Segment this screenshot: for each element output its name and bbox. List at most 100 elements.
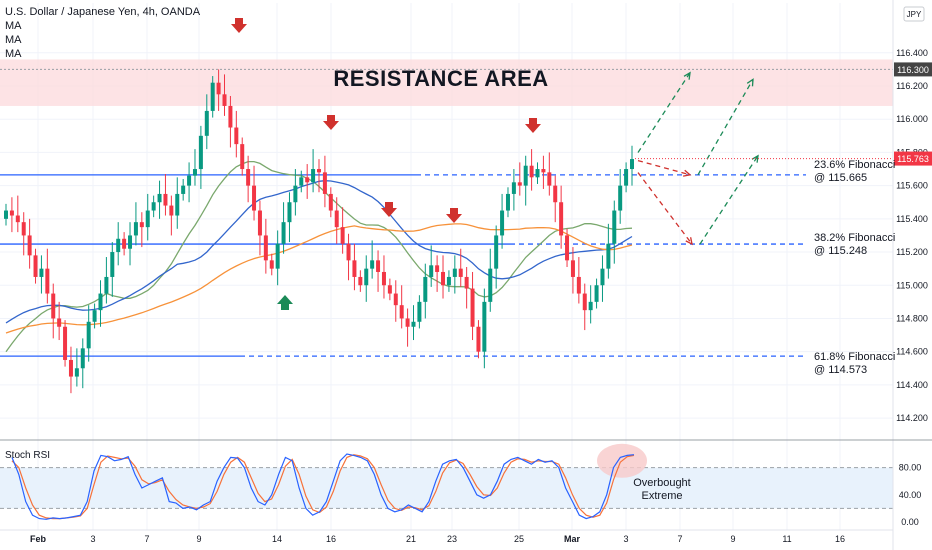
time-tick-label: Mar	[564, 534, 581, 544]
candle-body	[411, 321, 416, 327]
candle-body	[92, 310, 97, 322]
candle-body	[535, 169, 540, 178]
candle-body	[322, 172, 327, 194]
time-tick-label: 16	[326, 534, 336, 544]
candle-body	[500, 210, 505, 236]
price-tick-label: 114.600	[896, 347, 928, 357]
candle-body	[145, 210, 150, 228]
candle-body	[370, 260, 375, 269]
candle-body	[488, 268, 493, 302]
candle-body	[74, 368, 79, 377]
candle-body	[151, 202, 156, 211]
time-tick-label: 14	[272, 534, 282, 544]
fib236-value: @ 115.665	[814, 172, 867, 184]
candle-body	[15, 215, 20, 223]
candle-body	[281, 222, 286, 244]
time-tick-label: 9	[730, 534, 735, 544]
rsi-tick-label: 40.00	[899, 490, 922, 500]
candle-body	[192, 169, 197, 176]
candle-body	[340, 227, 345, 244]
candle-body	[21, 222, 26, 236]
time-tick-label: 16	[835, 534, 845, 544]
candle-body	[187, 175, 192, 186]
candle-body	[163, 193, 168, 206]
candle-body	[446, 276, 451, 286]
candle-body	[51, 293, 56, 319]
stoch-rsi-panel: 0.00 40.00 80.00	[0, 443, 922, 527]
currency-button[interactable]	[903, 6, 925, 22]
candle-body	[68, 359, 73, 377]
candle-body	[122, 238, 127, 249]
candle-body	[387, 285, 392, 294]
candles	[4, 69, 634, 394]
candle-body	[210, 82, 215, 111]
candle-body	[27, 235, 32, 256]
fib382-label: 38.2% Fibonacci	[814, 232, 895, 244]
candle-body	[588, 301, 593, 311]
projection-up-c-head	[751, 154, 759, 163]
candle-body	[269, 260, 274, 269]
candle-body	[464, 276, 469, 289]
candle-body	[252, 185, 257, 211]
candle-body	[222, 94, 227, 106]
candle-body	[287, 202, 292, 223]
price-tick-label: 115.200	[896, 247, 928, 257]
sell-arrow	[525, 118, 541, 133]
time-tick-label: 7	[144, 534, 149, 544]
candle-body	[216, 82, 221, 95]
candle-body	[559, 202, 564, 236]
indicator-ma-2[interactable]: MA	[5, 34, 22, 46]
candle-body	[511, 182, 516, 194]
candle-body	[399, 305, 404, 319]
rsi-k-line	[11, 453, 635, 520]
price-tick-label: 115.400	[896, 214, 928, 224]
candle-body	[358, 276, 363, 286]
overbought-label: Overbought	[633, 477, 690, 489]
candle-body	[494, 235, 499, 269]
candle-body	[553, 185, 558, 203]
price-tick-label: 116.200	[896, 81, 928, 91]
buy-arrow	[277, 295, 293, 310]
fib236-label: 23.6% Fibonacci	[814, 159, 895, 171]
candle-body	[328, 193, 333, 211]
sell-arrow	[231, 18, 247, 33]
candle-body	[98, 293, 103, 311]
candle-body	[517, 182, 522, 186]
rsi-title: Stoch RSI	[5, 450, 50, 461]
candle-body	[505, 193, 510, 211]
candle-body	[9, 210, 14, 216]
time-axis: Feb 3 7 9 14 16 21 23 25 Mar 3 7 9 11 16	[0, 529, 893, 544]
candle-body	[458, 268, 463, 277]
time-tick-label: 11	[782, 534, 791, 544]
candle-body	[523, 165, 528, 186]
candle-body	[476, 326, 481, 352]
candle-body	[133, 222, 138, 236]
chart-legend: U.S. Dollar / Japanese Yen, 4h, OANDA MA…	[5, 5, 200, 61]
time-tick-label: 25	[514, 534, 524, 544]
projection-up-a	[637, 72, 691, 153]
indicator-ma-1[interactable]: MA	[5, 20, 22, 32]
projection-down-a-head	[682, 169, 692, 177]
top-level-badge-label: 116.300	[897, 65, 929, 75]
resistance-zone	[0, 59, 893, 106]
candle-body	[429, 265, 434, 277]
candle-body	[582, 293, 587, 311]
candle-body	[565, 235, 570, 261]
candle-body	[594, 285, 599, 302]
candle-body	[257, 210, 262, 236]
candle-body	[204, 110, 209, 136]
candle-body	[576, 276, 581, 294]
indicator-ma-3[interactable]: MA	[5, 48, 22, 60]
candle-body	[157, 193, 162, 203]
rsi-tick-label: 80.00	[899, 463, 922, 473]
candle-body	[352, 260, 357, 277]
candle-body	[435, 265, 440, 272]
candle-body	[405, 318, 410, 327]
fibonacci-levels	[0, 174, 806, 357]
candle-body	[246, 169, 251, 186]
sell-arrow	[381, 202, 397, 217]
candle-body	[63, 326, 68, 360]
price-tick-label: 116.000	[896, 114, 928, 124]
candle-body	[57, 318, 62, 327]
candle-body	[423, 276, 428, 302]
